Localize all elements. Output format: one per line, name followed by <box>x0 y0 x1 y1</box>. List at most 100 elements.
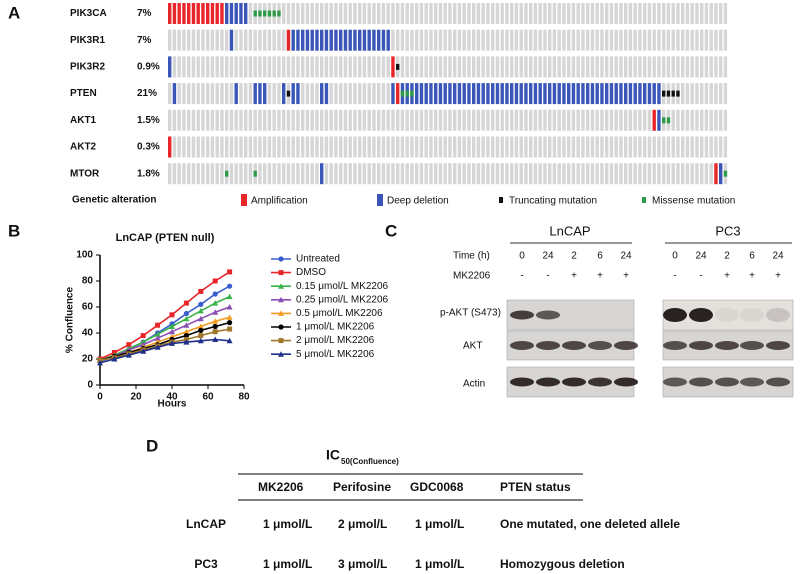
oncoprint-cell <box>562 83 566 105</box>
oncoprint-cell <box>229 163 234 185</box>
oncoprint-cell <box>609 3 614 24</box>
oncoprint-cell <box>196 29 200 51</box>
gene-name: PTEN <box>70 88 97 99</box>
oncoprint-cell <box>700 136 704 158</box>
oncoprint-cell <box>263 29 267 51</box>
oncoprint-cell <box>481 3 485 24</box>
oncoprint-cell <box>377 136 381 158</box>
marker <box>154 335 161 341</box>
oncoprint-cell <box>486 163 490 185</box>
oncoprint-cell <box>434 56 438 78</box>
oncoprint-cell <box>685 109 690 131</box>
oncoprint-cell <box>419 163 424 185</box>
legend-label: Missense mutation <box>652 196 735 207</box>
oncoprint-cell <box>567 56 571 78</box>
mutation-mark <box>671 90 675 97</box>
oncoprint-cell <box>225 109 229 131</box>
oncoprint-cell <box>514 29 519 51</box>
oncoprint-cell <box>666 29 671 51</box>
oncoprint-cell <box>643 29 647 51</box>
oncoprint-cell <box>229 136 234 158</box>
oncoprint-cell <box>267 56 272 78</box>
oncoprint-cell <box>652 29 656 51</box>
legend-label: 1 μmol/L MK2206 <box>296 322 375 333</box>
oncoprint-cell <box>434 3 438 24</box>
oncoprint-cell <box>491 109 495 131</box>
oncoprint-cell <box>552 136 557 158</box>
oncoprint-cell <box>201 83 205 105</box>
oncoprint-cell <box>353 3 357 24</box>
oncoprint-cell <box>353 83 357 105</box>
oncoprint-cell <box>168 136 172 158</box>
oncoprint-cell <box>424 109 428 131</box>
oncoprint-cell <box>467 163 471 185</box>
gene-name: AKT2 <box>70 142 97 153</box>
oncoprint-cell <box>263 109 267 131</box>
oncoprint-cell <box>358 163 362 185</box>
oncoprint-cell <box>405 29 409 51</box>
oncoprint-cell <box>386 3 390 24</box>
oncoprint-cell <box>301 163 305 185</box>
oncoprint-cell <box>557 56 561 78</box>
oncoprint-cell <box>690 56 694 78</box>
oncoprint-cell <box>263 163 267 185</box>
oncoprint-cell <box>334 29 338 51</box>
oncoprint-cell <box>291 29 295 51</box>
oncoprint-cell <box>329 56 333 78</box>
oncoprint-cell <box>343 56 348 78</box>
oncoprint-cell <box>510 56 514 78</box>
oncoprint-cell <box>681 56 685 78</box>
oncoprint-cell <box>695 56 699 78</box>
gene-percent: 0.9% <box>137 62 160 73</box>
mutation-mark <box>666 117 671 124</box>
oncoprint-cell <box>472 56 476 78</box>
oncoprint-cell <box>267 136 272 158</box>
oncoprint-cell <box>586 83 590 105</box>
oncoprint-cell <box>367 3 371 24</box>
oncoprint-cell <box>548 56 552 78</box>
time-label: 6 <box>597 251 603 262</box>
oncoprint-cell <box>647 163 652 185</box>
oncoprint-cell <box>353 136 357 158</box>
oncoprint-cell <box>301 3 305 24</box>
oncoprint-cell <box>248 163 253 185</box>
oncoprint-cell <box>704 83 709 105</box>
oncoprint-cell <box>334 163 338 185</box>
oncoprint-cell <box>453 83 457 105</box>
oncoprint-cell <box>172 56 177 78</box>
oncoprint-cell <box>239 3 243 24</box>
oncoprint-cell <box>419 83 424 105</box>
oncoprint-cell <box>609 109 614 131</box>
oncoprint-cell <box>595 3 599 24</box>
oncoprint-cell <box>643 56 647 78</box>
oncoprint-cell <box>543 3 547 24</box>
chart-title: LnCAP (PTEN null) <box>116 232 215 244</box>
oncoprint-cell <box>358 56 362 78</box>
oncoprint-cell <box>533 56 538 78</box>
oncoprint-cell <box>177 83 181 105</box>
oncoprint-cell <box>244 109 248 131</box>
oncoprint-cell <box>571 83 576 105</box>
oncoprint-cell <box>329 109 333 131</box>
oncoprint-cell <box>315 29 319 51</box>
oncoprint-cell <box>719 3 723 24</box>
oncoprint-cell <box>548 83 552 105</box>
marker <box>126 342 132 348</box>
oncoprint-cell <box>633 56 637 78</box>
oncoprint-cell <box>172 3 177 24</box>
oncoprint-cell <box>225 136 229 158</box>
marker <box>212 291 218 297</box>
oncoprint-cell <box>700 3 704 24</box>
oncoprint-cell <box>481 136 485 158</box>
oncoprint-cell <box>187 136 191 158</box>
oncoprint-cell <box>590 3 595 24</box>
oncoprint-cell <box>272 109 276 131</box>
blot-band <box>510 341 534 350</box>
oncoprint-cell <box>567 136 571 158</box>
oncoprint-cell <box>443 109 447 131</box>
marker <box>97 359 103 366</box>
oncoprint-cell <box>514 109 519 131</box>
row-header: MK2206 <box>453 271 491 282</box>
oncoprint-cell <box>248 3 253 24</box>
oncoprint-cell <box>343 83 348 105</box>
